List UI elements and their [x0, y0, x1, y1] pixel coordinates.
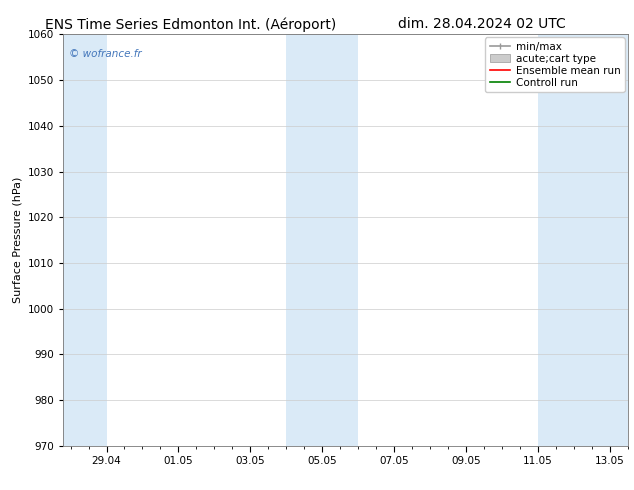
Text: © wofrance.fr: © wofrance.fr: [69, 49, 141, 59]
Text: dim. 28.04.2024 02 UTC: dim. 28.04.2024 02 UTC: [398, 17, 566, 31]
Bar: [538, 34, 628, 446]
Legend: min/max, acute;cart type, Ensemble mean run, Controll run: min/max, acute;cart type, Ensemble mean …: [486, 37, 624, 92]
Bar: [63, 34, 107, 446]
Bar: [286, 34, 358, 446]
Y-axis label: Surface Pressure (hPa): Surface Pressure (hPa): [13, 177, 23, 303]
Text: ENS Time Series Edmonton Int. (Aéroport): ENS Time Series Edmonton Int. (Aéroport): [44, 17, 336, 32]
